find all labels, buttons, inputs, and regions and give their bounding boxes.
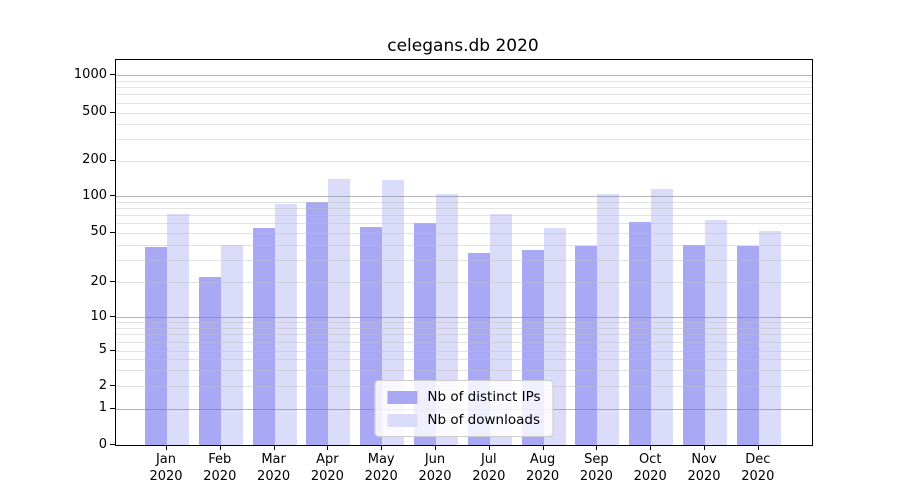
y-tick-label: 5 [98,342,107,357]
minor-gridline [116,80,812,82]
minor-gridline [116,201,812,203]
minor-gridline [116,214,812,216]
y-tick-mark [110,74,115,75]
bar-feb-ips [198,276,221,445]
y-tick-label: 1 [98,400,107,415]
minor-gridline [116,341,812,343]
bar-dec-downloads [758,231,781,445]
x-tick-mark [650,446,652,450]
bar-jan-downloads [167,214,189,445]
x-tick-label: Jan 2020 [149,452,183,484]
x-tick-mark [704,446,705,450]
bar-nov-downloads [705,220,727,445]
x-tick-mark [166,446,167,450]
y-tick-label: 50 [90,224,107,239]
x-tick-label: Apr 2020 [310,452,344,484]
minor-gridline [116,260,812,262]
legend-label-downloads: Nb of downloads [427,412,540,428]
major-gridline [116,317,812,318]
y-tick-label: 2 [98,377,107,393]
legend-swatch-distinct-ips [387,390,418,404]
y-tick-mark [110,316,115,317]
minor-gridline [116,102,812,104]
y-tick-label: 0 [98,436,107,452]
major-gridline [116,75,812,76]
x-tick-label: Jun 2020 [418,452,452,484]
minor-gridline [116,124,812,126]
y-tick-mark [110,444,115,445]
bar-feb-downloads [220,244,243,445]
y-tick-label: 20 [90,273,107,289]
x-tick-label: Feb 2020 [203,452,237,484]
bar-jan-ips [145,247,167,445]
minor-gridline [116,322,812,324]
y-tick-label: 500 [82,104,107,119]
x-tick-mark [542,446,544,450]
chart-title: celegans.db 2020 [387,36,539,56]
minor-gridline [116,282,812,283]
legend-swatch-downloads [387,413,418,427]
bar-mar-ips [252,228,275,445]
bar-sep-ips [575,245,598,445]
legend: Nb of distinct IPs Nb of downloads [374,380,554,437]
minor-gridline [116,222,812,224]
legend-item-distinct-ips: Nb of distinct IPs [387,389,541,405]
x-tick-mark [381,446,383,450]
y-tick-mark [110,231,115,233]
minor-gridline [116,327,812,329]
legend-label-distinct-ips: Nb of distinct IPs [427,389,541,405]
x-tick-mark [757,446,759,450]
bar-apr-downloads [328,179,351,445]
y-tick-label: 200 [82,152,107,167]
y-tick-label: 100 [82,187,107,203]
x-tick-label: May 2020 [364,452,398,484]
y-tick-label: 1000 [73,66,107,82]
bar-nov-ips [683,244,705,445]
bar-sep-downloads [597,194,620,445]
x-tick-label: Mar 2020 [257,452,291,484]
x-tick-label: Nov 2020 [687,452,721,484]
x-tick-mark [219,446,221,450]
x-tick-label: Oct 2020 [633,452,667,484]
minor-gridline [116,350,812,352]
x-tick-label: Aug 2020 [526,452,560,484]
minor-gridline [116,370,812,372]
bar-apr-ips [306,202,329,445]
y-tick-mark [110,349,115,351]
x-tick-mark [488,446,490,450]
y-tick-mark [110,385,115,386]
x-tick-label: Sep 2020 [579,452,613,484]
minor-gridline [116,232,812,234]
y-tick-label: 10 [90,308,107,324]
y-tick-mark [110,281,115,282]
y-tick-mark [110,195,115,196]
x-tick-mark [273,446,275,450]
minor-gridline [116,112,812,114]
x-tick-mark [435,446,436,450]
x-tick-mark [596,446,598,450]
bar-dec-ips [736,245,759,445]
minor-gridline [116,139,812,141]
minor-gridline [116,87,812,89]
major-gridline [116,196,812,197]
bar-may-downloads [382,179,405,445]
minor-gridline [116,207,812,209]
minor-gridline [116,160,812,162]
x-tick-mark [327,446,329,450]
legend-item-downloads: Nb of downloads [387,412,540,428]
y-tick-mark [110,407,115,409]
y-tick-mark [110,111,115,113]
bar-oct-ips [629,222,652,445]
minor-gridline [116,94,812,96]
y-tick-mark [110,159,115,161]
plot-area: Nb of distinct IPs Nb of downloads [115,59,813,446]
x-tick-label: Dec 2020 [741,452,775,484]
minor-gridline [116,244,812,246]
x-tick-label: Jul 2020 [472,452,506,484]
minor-gridline [116,359,812,361]
bar-mar-downloads [274,203,297,445]
minor-gridline [116,334,812,336]
